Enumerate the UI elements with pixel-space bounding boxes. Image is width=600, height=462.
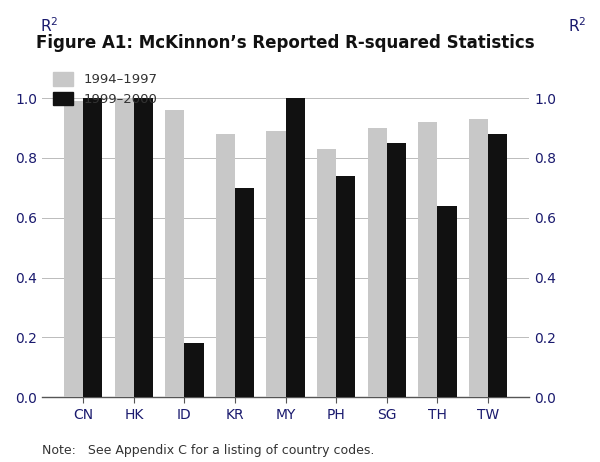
Bar bbox=[469, 119, 488, 397]
Bar bbox=[387, 143, 406, 397]
Bar bbox=[317, 149, 336, 397]
Bar bbox=[184, 343, 203, 397]
Bar bbox=[134, 98, 153, 397]
Bar bbox=[418, 122, 437, 397]
Text: R$^2$: R$^2$ bbox=[40, 17, 58, 36]
Bar bbox=[286, 98, 305, 397]
Bar bbox=[266, 131, 286, 397]
Bar bbox=[235, 188, 254, 397]
Text: Note:   See Appendix C for a listing of country codes.: Note: See Appendix C for a listing of co… bbox=[42, 444, 374, 457]
Bar bbox=[437, 206, 457, 397]
Bar bbox=[165, 110, 184, 397]
Bar bbox=[83, 98, 103, 397]
Legend: 1994–1997, 1999–2000: 1994–1997, 1999–2000 bbox=[53, 72, 158, 106]
Bar bbox=[216, 134, 235, 397]
Bar bbox=[64, 101, 83, 397]
Bar bbox=[368, 128, 387, 397]
Text: R$^2$: R$^2$ bbox=[568, 17, 587, 36]
Bar bbox=[115, 98, 134, 397]
Bar bbox=[488, 134, 507, 397]
Bar bbox=[336, 176, 355, 397]
Title: Figure A1: McKinnon’s Reported R-squared Statistics: Figure A1: McKinnon’s Reported R-squared… bbox=[37, 34, 535, 52]
